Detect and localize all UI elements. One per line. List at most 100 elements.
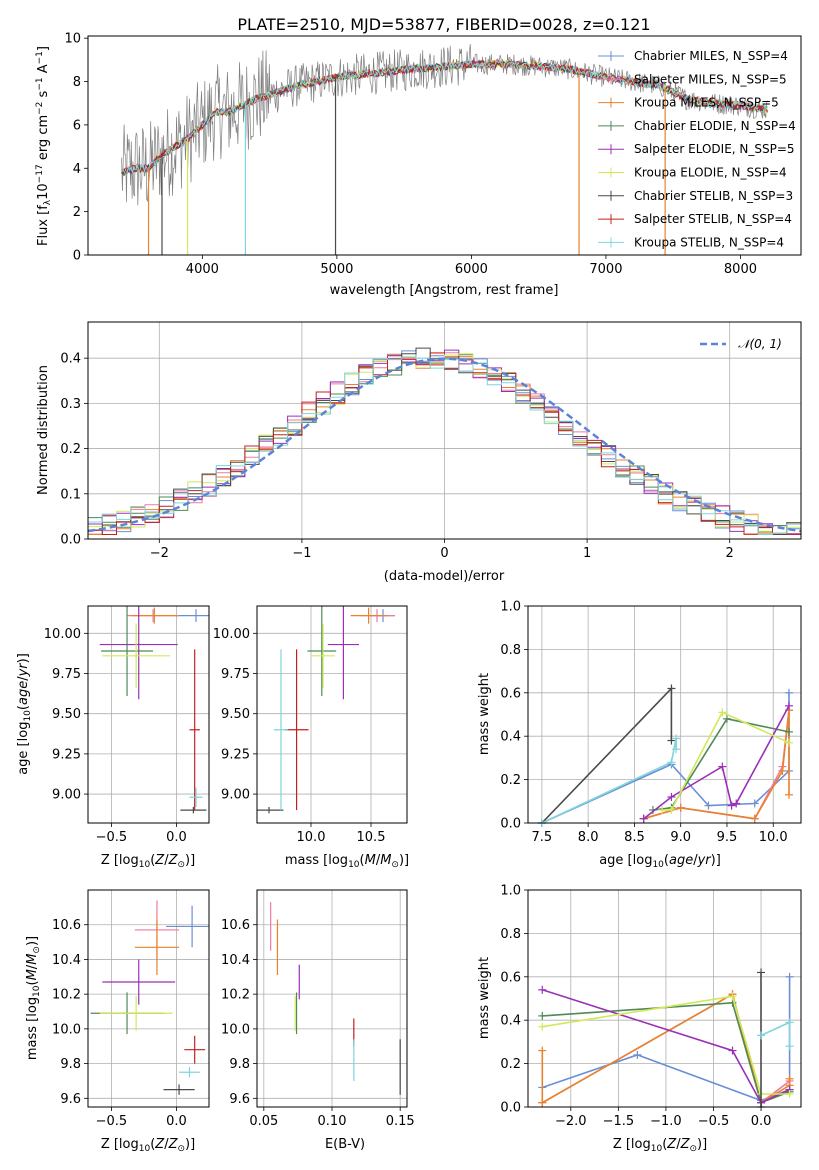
x-tick-label: −0.5 [96, 1114, 128, 1129]
y-tick-label: 9.50 [221, 707, 250, 722]
ageZ-xlabel: Z [log10(Z/Z⊙)] [101, 853, 195, 870]
x-tick-label: −0.5 [698, 1114, 730, 1129]
y-tick-label: 9.50 [52, 707, 81, 722]
residual-histogram-panel: −2 −1 0 1 2 0.0 0.1 0.2 0.3 0.4 𝒩(0, 1) (data-mod… [36, 321, 802, 584]
x-tick-label: −1 [292, 546, 311, 561]
massweight-vs-age-panel: 7.5 8.0 8.5 9.0 9.5 10.0 0.0 0.2 0.4 0.6 0.8 1.0 ag… [477, 600, 802, 870]
axes-frame [527, 889, 802, 1108]
y-tick-label: 9.75 [52, 667, 81, 682]
y-tick-label: 4 [73, 162, 81, 177]
legend-label: Chabrier MILES, N_SSP=4 [634, 49, 788, 63]
spectrum-ylabel: Flux [fλ10−17 erg cm−2 s−1 A−1] [35, 46, 53, 246]
x-tick-label: −1.5 [603, 1114, 635, 1129]
x-tick-label: 4000 [186, 262, 219, 277]
mwZ-xlabel: Z [log10(Z/Z⊙)] [613, 1137, 707, 1154]
y-tick-label: 0.4 [60, 352, 81, 367]
mass-weight-line-3 [542, 1001, 790, 1104]
x-tick-label: 0.10 [318, 1114, 347, 1129]
y-tick-label: 9.25 [221, 747, 250, 762]
x-tick-label: 7.5 [532, 830, 553, 845]
age-vs-metallicity-panel: −0.5 0.0 9.00 9.25 9.50 9.75 10.00 Z [log10(Z/… [16, 605, 210, 870]
spectrum-legend: Chabrier MILES, N_SSP=4 Salpeter MILES, N… [598, 49, 796, 249]
residual-legend: 𝒩(0, 1) [700, 337, 782, 351]
residual-histogram-8 [88, 356, 801, 535]
y-tick-label: 9.25 [52, 747, 81, 762]
y-tick-label: 0.6 [500, 686, 521, 701]
y-tick-label: 9.8 [60, 1057, 81, 1072]
y-tick-label: 0.4 [500, 730, 521, 745]
model-spectrum-8 [121, 59, 768, 176]
mass-weight-line-5 [662, 711, 790, 811]
residual-ylabel: Normed distribution [36, 365, 51, 495]
x-tick-label: 0.0 [166, 830, 187, 845]
x-tick-label: 8.5 [624, 830, 645, 845]
y-tick-label: 9.75 [221, 667, 250, 682]
y-tick-label: 1.0 [500, 600, 521, 615]
mZ-xlabel: Z [log10(Z/Z⊙)] [101, 1137, 195, 1154]
axes-frame [256, 889, 408, 1108]
legend-label: Kroupa MILES, N_SSP=5 [634, 96, 779, 110]
x-tick-label: −0.5 [96, 830, 128, 845]
mass-weight-line-4 [542, 989, 790, 1104]
mE-xlabel: E(B-V) [325, 1137, 365, 1152]
y-tick-label: 0 [73, 249, 81, 264]
mwZ-ylabel: mass weight [477, 957, 492, 1039]
y-tick-label: 0.8 [500, 643, 521, 658]
y-tick-label: 10 [64, 32, 81, 47]
age-vs-mass-panel: 10.0 10.5 9.00 9.25 9.50 9.75 10.00 mass [log1… [213, 605, 409, 870]
legend-label: Kroupa ELODIE, N_SSP=4 [634, 166, 787, 180]
mass-weight-line-5 [542, 995, 790, 1095]
x-tick-label: 6000 [455, 262, 488, 277]
y-tick-label: 0.2 [500, 773, 521, 788]
spectrum-panel: PLATE=2510, MJD=53877, FIBERID=0028, z=0… [35, 15, 802, 298]
y-tick-label: 10.0 [221, 1022, 250, 1037]
x-tick-label: 10.0 [759, 830, 788, 845]
legend-label: Chabrier ELODIE, N_SSP=4 [634, 119, 796, 133]
x-tick-label: 1 [583, 546, 591, 561]
axes-frame [87, 321, 802, 540]
normal-legend-label: 𝒩(0, 1) [738, 337, 782, 351]
x-tick-label: 8.0 [578, 830, 599, 845]
y-tick-label: 6 [73, 118, 81, 133]
y-tick-label: 0.6 [500, 970, 521, 985]
normal-curve [88, 357, 801, 533]
y-tick-label: 0.0 [60, 533, 81, 548]
ageZ-ylabel: age [log10(age/yr)] [16, 653, 33, 775]
residual-xlabel: (data-model)/error [384, 569, 505, 584]
x-tick-label: 7000 [589, 262, 622, 277]
massweight-vs-metallicity-panel: −2.0 −1.5 −1.0 −0.5 0.0 0.0 0.2 0.4 0.6 0.8 1.0 Z … [477, 884, 802, 1154]
y-tick-label: 10.6 [52, 918, 81, 933]
mwAge-xlabel: age [log10(age/yr)] [599, 853, 721, 870]
legend-label: Salpeter ELODIE, N_SSP=5 [634, 142, 795, 156]
mass-weight-line-7 [541, 738, 677, 823]
y-tick-label: 10.4 [221, 953, 250, 968]
y-tick-label: 0.0 [500, 1101, 521, 1116]
y-tick-label: 0.2 [60, 442, 81, 457]
mZ-ylabel: mass [log10(M/M⊙)] [25, 936, 42, 1060]
legend-label: Salpeter STELIB, N_SSP=4 [634, 212, 792, 226]
y-tick-label: 10.00 [213, 627, 250, 642]
x-tick-label: 0.0 [166, 1114, 187, 1129]
y-tick-label: 2 [73, 205, 81, 220]
axes-frame [87, 35, 802, 256]
spectrum-title: PLATE=2510, MJD=53877, FIBERID=0028, z=0… [237, 15, 650, 34]
x-tick-label: 0.05 [249, 1114, 278, 1129]
x-tick-label: 10.5 [357, 830, 386, 845]
y-tick-label: 9.6 [60, 1092, 81, 1107]
legend-label: Chabrier STELIB, N_SSP=3 [634, 189, 793, 203]
x-tick-label: −2.0 [555, 1114, 587, 1129]
axes-frame [87, 605, 210, 824]
x-tick-label: 0.15 [386, 1114, 415, 1129]
y-tick-label: 9.00 [221, 788, 250, 803]
y-tick-label: 10.0 [52, 1022, 81, 1037]
y-tick-label: 9.6 [229, 1092, 250, 1107]
x-tick-label: −1.0 [650, 1114, 682, 1129]
legend-label: Kroupa STELIB, N_SSP=4 [634, 235, 784, 249]
y-tick-label: 10.2 [221, 988, 250, 1003]
mwAge-ylabel: mass weight [477, 673, 492, 755]
y-tick-label: 0.1 [60, 487, 81, 502]
y-tick-label: 1.0 [500, 884, 521, 899]
axes-frame [87, 889, 210, 1108]
y-tick-label: 10.6 [221, 918, 250, 933]
